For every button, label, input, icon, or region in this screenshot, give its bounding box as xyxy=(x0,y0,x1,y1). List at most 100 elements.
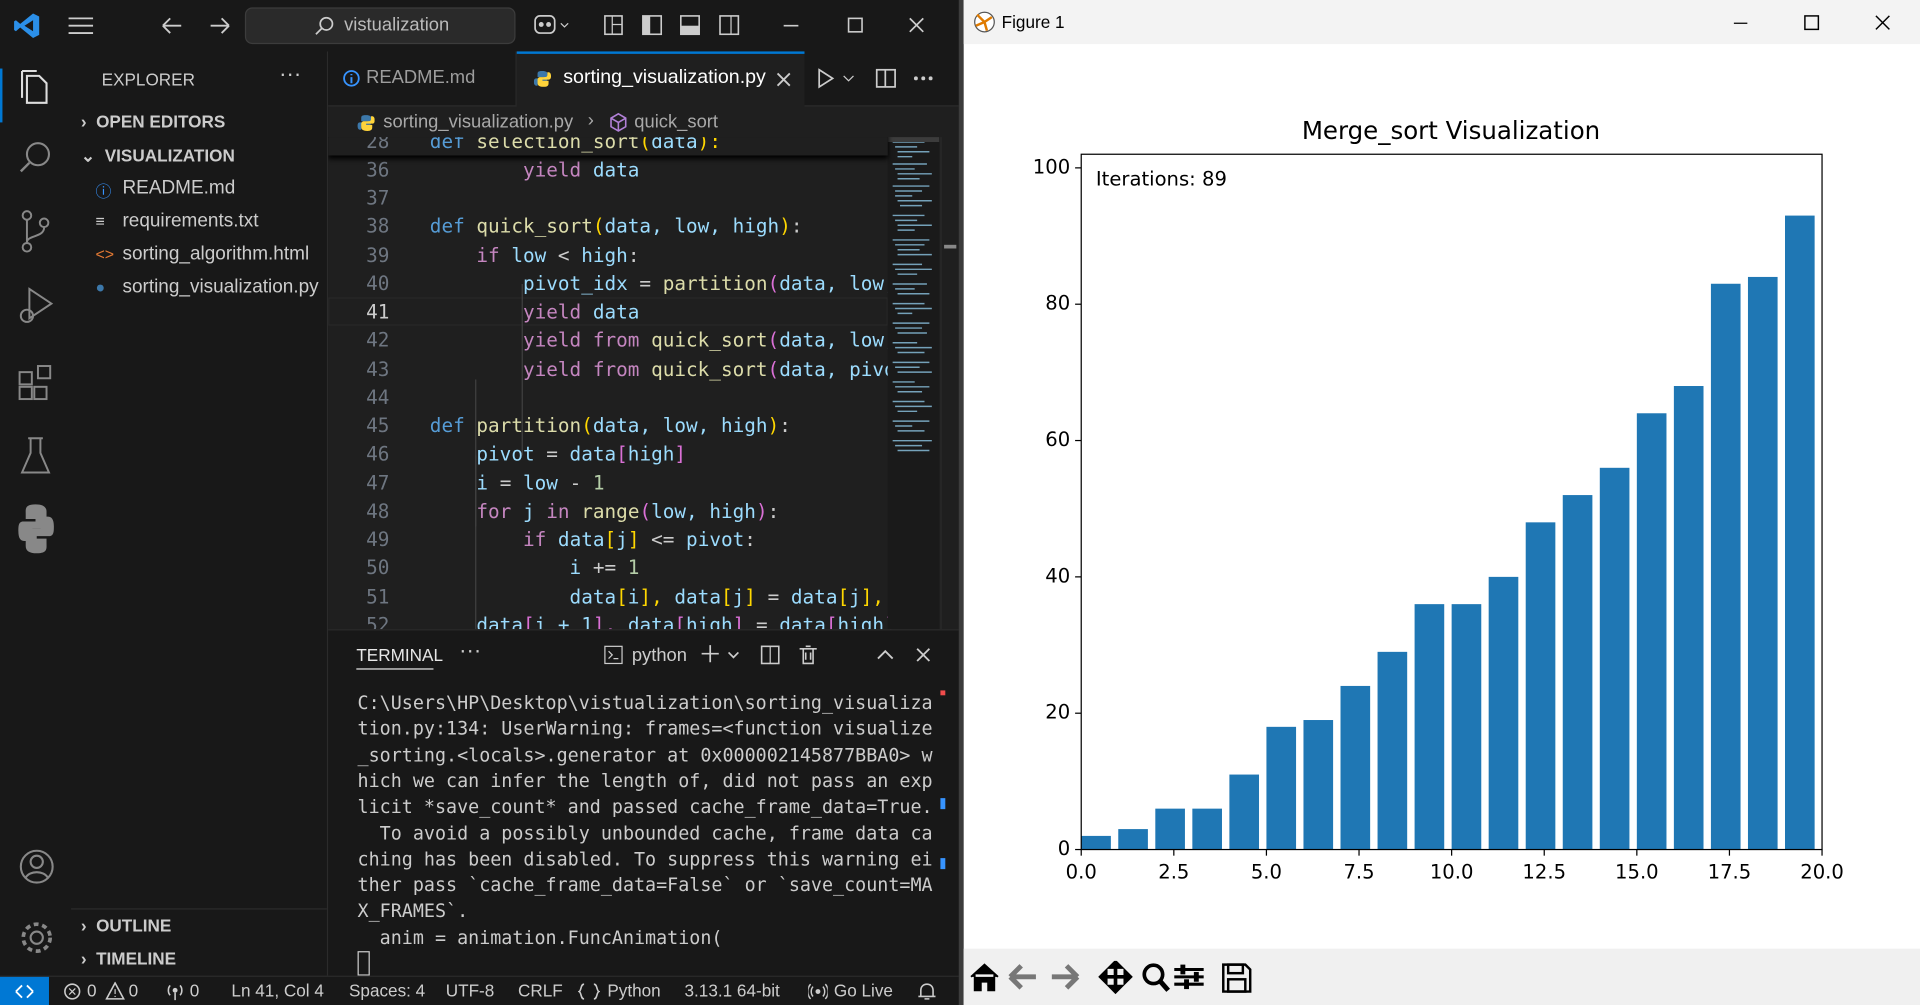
bar xyxy=(1266,726,1297,850)
code-token: pivot xyxy=(686,527,745,551)
tab[interactable]: README.md xyxy=(328,51,517,106)
section-toggle[interactable]: › TIMELINE xyxy=(80,948,177,969)
code-text: pivot = data[high] xyxy=(430,440,686,468)
divider xyxy=(71,908,327,910)
code-line: 48 for j in range(low, high): xyxy=(328,497,888,525)
code-token xyxy=(430,158,523,181)
code-token: data, pivo xyxy=(779,356,896,381)
code-token: data xyxy=(592,157,640,181)
window-controls[interactable] xyxy=(1723,13,1907,33)
code-line: 46 pivot = data[high] xyxy=(328,440,888,468)
code-token: [ xyxy=(674,613,687,630)
file-icon: ≡ xyxy=(95,211,105,231)
layout-controls[interactable] xyxy=(534,12,938,39)
indentation[interactable]: Spaces: 4 xyxy=(348,980,426,1001)
code-token: data xyxy=(651,137,698,153)
code-text: i = low - 1 xyxy=(430,468,604,496)
code-token: : xyxy=(767,499,780,523)
notifications-icon[interactable] xyxy=(917,982,937,1002)
panel-more[interactable]: ··· xyxy=(459,637,482,663)
file-item[interactable]: ● sorting_visualization.py xyxy=(71,273,327,305)
breadcrumb-item[interactable]: sorting_visualization.py xyxy=(383,111,574,133)
interpreter[interactable]: 3.13.1 64-bit xyxy=(684,980,780,1001)
active-tab[interactable]: sorting_visualization.py xyxy=(516,51,805,107)
code-token: j xyxy=(732,584,745,608)
code-token: selection_sort xyxy=(476,137,640,153)
file-name: sorting_visualization.py xyxy=(122,276,319,298)
code-line: 41 yield data xyxy=(328,298,888,326)
close-tab[interactable] xyxy=(776,72,791,87)
error-count[interactable]: 0 xyxy=(86,980,97,1001)
activity-icons[interactable] xyxy=(17,69,56,583)
info-icon xyxy=(343,70,360,87)
editor-actions[interactable] xyxy=(816,66,945,90)
ports-count[interactable]: 0 xyxy=(189,980,200,1001)
section-toggle[interactable]: › OUTLINE xyxy=(80,915,172,936)
terminal-line: To avoid a possibly unbounded cache, fra… xyxy=(357,821,933,845)
code-line: 37 xyxy=(328,184,888,212)
code-text: if data[j] <= pivot: xyxy=(430,525,756,553)
code-token: [ xyxy=(522,613,535,630)
file-item[interactable]: ≡ requirements.txt xyxy=(71,207,327,239)
breadcrumb-item[interactable]: quick_sort xyxy=(634,111,719,133)
x-tick-label: 15.0 xyxy=(1615,860,1659,883)
annotation: Iterations: 89 xyxy=(1096,167,1227,190)
figure-title: Figure 1 xyxy=(1001,12,1065,32)
y-tick-label: 100 xyxy=(1033,155,1070,178)
figure-icon xyxy=(974,11,995,33)
nav-arrows[interactable] xyxy=(159,15,232,37)
file-icon: <> xyxy=(95,244,115,264)
terminal-shell[interactable]: python xyxy=(631,645,687,666)
panel-actions[interactable] xyxy=(699,643,944,667)
bar xyxy=(1747,276,1778,850)
line-number: 39 xyxy=(366,243,390,267)
account-settings[interactable] xyxy=(17,847,56,957)
search-text: vistualization xyxy=(344,14,450,36)
code-line: 43 yield from quick_sort(data, pivo xyxy=(328,354,896,382)
code-token: ], xyxy=(860,584,885,608)
terminal-line: licit *save_count* and passed cache_fram… xyxy=(357,795,933,818)
bar xyxy=(1414,604,1445,850)
file-item[interactable]: <> sorting_algorithm.html xyxy=(71,240,327,272)
section-title: OUTLINE xyxy=(96,915,172,936)
code-token: def xyxy=(429,137,477,153)
terminal-line: ther pass `cache_frame_data=False` or `s… xyxy=(357,874,933,897)
active-indicator xyxy=(0,68,3,123)
line-number: 42 xyxy=(366,328,390,352)
code-token: i + 1 xyxy=(534,613,593,630)
language-mode[interactable]: Python xyxy=(607,980,661,1001)
bar xyxy=(1599,467,1630,850)
search-box[interactable]: vistualization xyxy=(244,7,516,45)
remote-button[interactable] xyxy=(0,976,49,1005)
bar xyxy=(1192,808,1222,850)
line-ending[interactable]: CRLF xyxy=(517,980,563,1001)
more-actions[interactable]: ··· xyxy=(279,61,302,86)
section-title: VISUALIZATION xyxy=(104,145,235,166)
terminal-line: hich we can infer the length of, did not… xyxy=(357,769,933,792)
code-line: 39 if low < high: xyxy=(328,241,888,269)
toolbar-buttons[interactable] xyxy=(969,960,1287,995)
code-token: ], xyxy=(639,584,675,608)
section-toggle[interactable]: › OPEN EDITORS xyxy=(80,111,226,131)
search-icon xyxy=(315,16,334,35)
code-token: ( xyxy=(767,356,780,381)
code-text: data[i], data[j] = data[j], xyxy=(430,582,885,610)
panel-tab[interactable]: TERMINAL xyxy=(356,645,444,665)
file-item[interactable]: ⓘ README.md xyxy=(71,174,327,206)
ports-icon xyxy=(167,984,183,1001)
code-token: data xyxy=(557,527,605,551)
menu-button[interactable] xyxy=(67,15,94,37)
warning-count[interactable]: 0 xyxy=(128,980,139,1001)
code-line: 38 def quick_sort(data, low, high): xyxy=(328,212,888,240)
code-token: data, low, high xyxy=(604,214,780,238)
go-live[interactable]: Go Live xyxy=(833,980,893,1001)
section-toggle[interactable]: ⌄ VISUALIZATION xyxy=(80,145,235,166)
scroll-marker xyxy=(940,690,946,696)
encoding[interactable]: UTF-8 xyxy=(445,980,495,1001)
code-token: data xyxy=(674,584,721,608)
code-area: 36 yield data 37 38 def quick_sort(data, lo… xyxy=(328,137,959,630)
code-text: yield data xyxy=(430,298,639,326)
minimap-slider[interactable] xyxy=(887,137,940,142)
bar xyxy=(1525,522,1556,850)
cursor-position[interactable]: Ln 41, Col 4 xyxy=(231,980,324,1001)
